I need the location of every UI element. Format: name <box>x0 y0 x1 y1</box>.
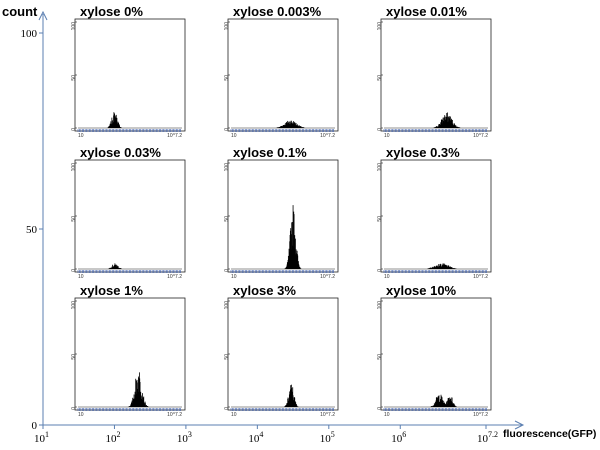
y-axis-label: count <box>2 4 38 19</box>
x-tick-label: 105 <box>320 430 335 445</box>
panel-title: xylose 0.01% <box>386 4 467 19</box>
panel-x-tick-label: 10^7.2 <box>473 133 488 139</box>
histogram-panel: xylose 3% 0 50 100 10 10^7.2 <box>224 283 339 418</box>
panel-y-tick-label: 50 <box>224 354 230 360</box>
panel-x-tick-label: 10^7.2 <box>320 133 335 139</box>
panel-x-tick-label: 10 <box>78 412 84 418</box>
panel-x-tick-label: 10^7.2 <box>320 412 335 418</box>
panel-frame <box>380 297 492 411</box>
x-tick-label: 102 <box>105 430 120 445</box>
panel-y-tick-label: 0 <box>377 269 383 272</box>
panel-y-tick-label: 100 <box>71 301 77 310</box>
panel-y-tick-label: 100 <box>224 301 230 310</box>
panel-x-tick-label: 10^7.2 <box>167 412 182 418</box>
panel-y-tick-label: 0 <box>71 269 77 272</box>
x-tick-label: 101 <box>34 430 49 445</box>
panel-frame <box>74 18 186 132</box>
x-tick-label: 104 <box>248 430 263 445</box>
panel-y-tick-label: 50 <box>71 354 77 360</box>
panel-x-tick-label: 10 <box>78 133 84 139</box>
histogram-panel: xylose 0.01% 0 50 100 10 10^7.2 <box>377 4 492 139</box>
x-axis-label: fluorescence(GFP) <box>503 428 596 440</box>
panel-frame <box>227 159 339 273</box>
panel-y-tick-label: 0 <box>224 128 230 131</box>
panel-y-tick-label: 50 <box>377 216 383 222</box>
x-tick-label: 103 <box>177 430 192 445</box>
panel-x-tick-label: 10 <box>231 412 237 418</box>
panel-y-tick-label: 100 <box>377 163 383 172</box>
panel-x-tick-label: 10 <box>231 133 237 139</box>
y-axis-arrow <box>38 10 48 21</box>
panel-title: xylose 0% <box>80 4 143 19</box>
x-tick-label: 106 <box>391 430 406 445</box>
histogram-panel: xylose 0.003% 0 50 100 10 10^7.2 <box>224 4 339 139</box>
panel-y-tick-label: 0 <box>71 128 77 131</box>
panel-y-tick-label: 0 <box>377 128 383 131</box>
panel-y-tick-label: 50 <box>377 354 383 360</box>
panel-y-tick-label: 100 <box>224 163 230 172</box>
histogram-panel: xylose 0.03% 0 50 100 10 10^7.2 <box>71 145 186 280</box>
panel-frame <box>227 18 339 132</box>
panel-title: xylose 0.3% <box>386 145 460 160</box>
panel-frame <box>74 159 186 273</box>
panel-frame <box>74 297 186 411</box>
y-tick-label: 100 <box>21 28 38 40</box>
panel-title: xylose 0.03% <box>80 145 161 160</box>
histogram-panel: xylose 0.3% 0 50 100 10 10^7.2 <box>377 145 492 280</box>
panel-y-tick-label: 50 <box>377 75 383 81</box>
panel-y-tick-label: 100 <box>71 22 77 31</box>
panel-y-tick-label: 50 <box>71 75 77 81</box>
panel-y-tick-label: 0 <box>71 407 77 410</box>
panel-y-tick-label: 50 <box>224 75 230 81</box>
panel-title: xylose 0.003% <box>233 4 322 19</box>
y-tick-label: 0 <box>32 420 38 432</box>
panel-y-tick-label: 50 <box>224 216 230 222</box>
x-tick-label: 107.2 <box>477 430 498 445</box>
panel-y-tick-label: 100 <box>224 22 230 31</box>
panel-x-tick-label: 10 <box>231 274 237 280</box>
panel-frame <box>380 159 492 273</box>
x-axis-arrow <box>514 420 525 430</box>
panel-title: xylose 0.1% <box>233 145 307 160</box>
histogram-panel: xylose 10% 0 50 100 10 10^7.2 <box>377 283 492 418</box>
y-tick-label: 50 <box>26 224 38 236</box>
panel-frame <box>380 18 492 132</box>
panel-x-tick-label: 10 <box>78 274 84 280</box>
panel-x-tick-label: 10^7.2 <box>473 274 488 280</box>
histogram-panel: xylose 0.1% 0 50 100 10 10^7.2 <box>224 145 339 280</box>
panel-y-tick-label: 0 <box>377 407 383 410</box>
panel-y-tick-label: 0 <box>224 269 230 272</box>
panel-x-tick-label: 10 <box>384 412 390 418</box>
panel-title: xylose 3% <box>233 283 296 298</box>
panel-title: xylose 10% <box>386 283 457 298</box>
panel-x-tick-label: 10^7.2 <box>167 274 182 280</box>
panel-y-tick-label: 100 <box>377 301 383 310</box>
panel-x-tick-label: 10^7.2 <box>473 412 488 418</box>
panel-y-tick-label: 0 <box>224 407 230 410</box>
panel-y-tick-label: 50 <box>71 216 77 222</box>
histogram-panel: xylose 0% 0 50 100 10 10^7.2 <box>71 4 186 139</box>
panel-y-tick-label: 100 <box>71 163 77 172</box>
panel-title: xylose 1% <box>80 283 143 298</box>
panel-x-tick-label: 10 <box>384 274 390 280</box>
panel-y-tick-label: 100 <box>377 22 383 31</box>
panel-x-tick-label: 10^7.2 <box>167 133 182 139</box>
panel-frame <box>227 297 339 411</box>
panel-x-tick-label: 10^7.2 <box>320 274 335 280</box>
histogram-panel: xylose 1% 0 50 100 10 10^7.2 <box>71 283 186 418</box>
panel-x-tick-label: 10 <box>384 133 390 139</box>
